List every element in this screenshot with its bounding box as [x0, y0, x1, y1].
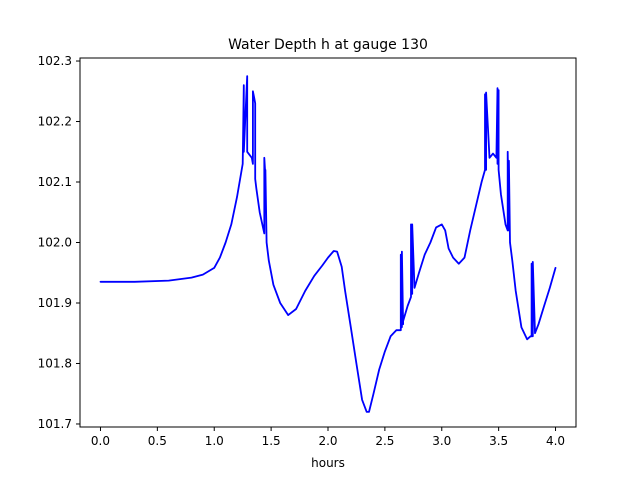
x-tick-label: 2.5 [375, 434, 394, 448]
y-tick-label: 101.8 [38, 356, 72, 370]
x-tick-label: 3.5 [489, 434, 508, 448]
x-axis-label: hours [311, 456, 345, 470]
x-tick-label: 2.0 [318, 434, 337, 448]
x-tick-label: 3.0 [432, 434, 451, 448]
x-tick-label: 4.0 [546, 434, 565, 448]
y-tick-label: 101.7 [38, 417, 72, 431]
series-line-0 [99, 75, 557, 413]
x-tick-label: 0.5 [148, 434, 167, 448]
x-tick-label: 1.0 [205, 434, 224, 448]
y-tick-label: 102.3 [38, 54, 72, 68]
chart-title: Water Depth h at gauge 130 [228, 37, 428, 53]
x-tick-label: 1.5 [262, 434, 281, 448]
y-tick-label: 102.1 [38, 175, 72, 189]
y-tick-label: 102.0 [38, 236, 72, 250]
y-tick-label: 101.9 [38, 296, 72, 310]
y-tick-label: 102.2 [38, 115, 72, 129]
axes-frame [79, 57, 577, 428]
plot-area: 0.0 0.5 1.0 1.5 2.0 2.5 3.0 3.5 4.0 101.7 101.8 101… [38, 54, 577, 448]
x-tick-label: 0.0 [91, 434, 110, 448]
